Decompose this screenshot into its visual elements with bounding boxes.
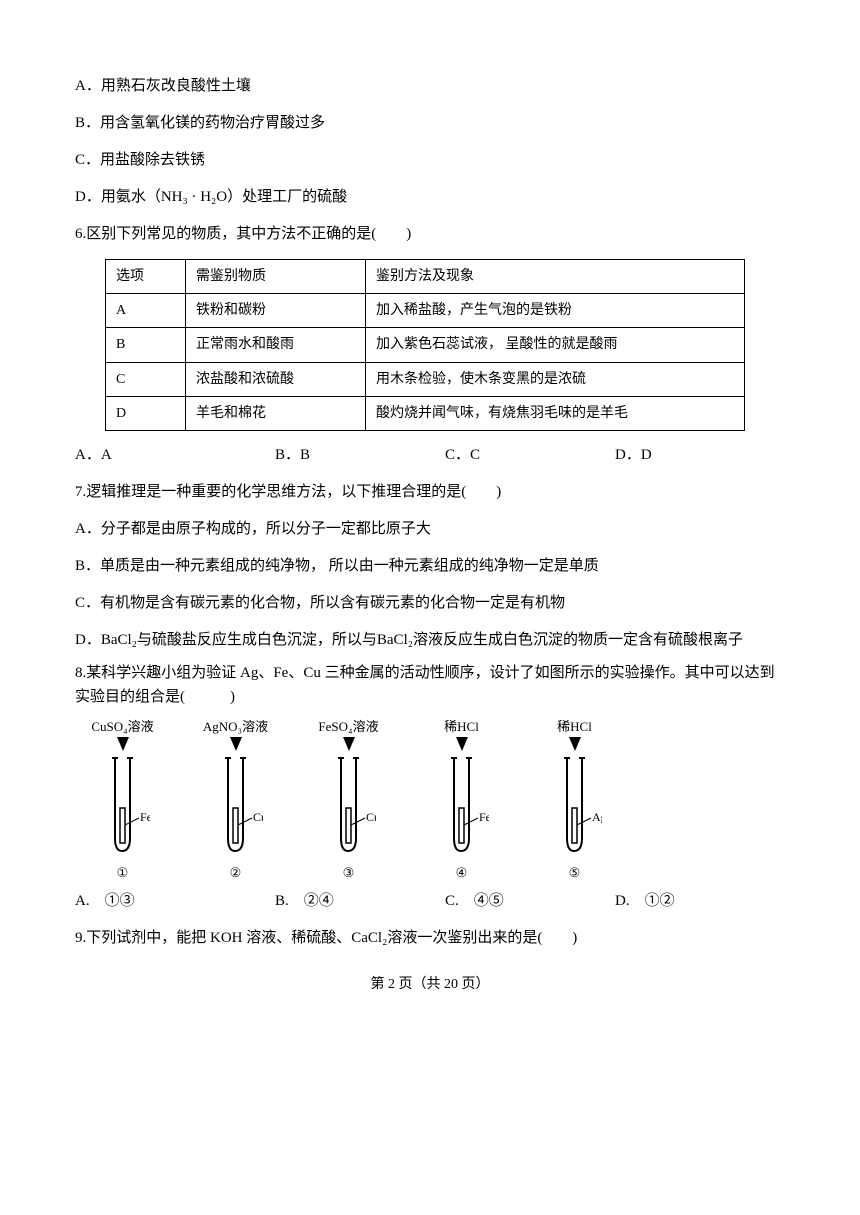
cell: 加入紫色石蕊试液， 呈酸性的就是酸雨 xyxy=(366,328,745,362)
q8-answer-c: C. ④⑤ xyxy=(445,885,615,918)
tube-3-reagent: FeSO₄溶液 xyxy=(318,719,378,735)
q8-prompt: 8.某科学兴趣小组为验证 Ag、Fe、Cu 三种金属的活动性顺序，设计了如图所示… xyxy=(75,661,785,709)
cell: 正常雨水和酸雨 xyxy=(186,328,366,362)
tube-1-number: ① xyxy=(117,865,129,881)
q6-table: 选项 需鉴别物质 鉴别方法及现象 A 铁粉和碳粉 加入稀盐酸，产生气泡的是铁粉 … xyxy=(105,259,745,431)
svg-text:Cu: Cu xyxy=(366,810,376,824)
q6-answer-a: A．A xyxy=(75,439,275,472)
q8-diagram: CuSO₄溶液 Fe ① AgNO₃溶液 Cu ② FeSO₄溶液 xyxy=(75,719,785,880)
arrow-down-icon xyxy=(230,737,242,751)
q7-option-c: C．有机物是含有碳元素的化合物，所以含有碳元素的化合物一定是有机物 xyxy=(75,587,785,620)
th-option: 选项 xyxy=(106,260,186,294)
q5-option-a: A．用熟石灰改良酸性土壤 xyxy=(75,70,785,103)
q7-option-a: A．分子都是由原子构成的，所以分子一定都比原子大 xyxy=(75,513,785,546)
arrow-down-icon xyxy=(456,737,468,751)
tube-1-reagent: CuSO₄溶液 xyxy=(91,719,153,735)
tube-4-number: ④ xyxy=(456,865,468,881)
tube-5: 稀HCl Ag ⑤ xyxy=(527,719,622,880)
tube-1: CuSO₄溶液 Fe ① xyxy=(75,719,170,880)
q7-option-d: D．BaCl₂与硫酸盐反应生成白色沉淀，所以与BaCl₂溶液反应生成白色沉淀的物… xyxy=(75,624,785,657)
tube-3: FeSO₄溶液 Cu ③ xyxy=(301,719,396,880)
test-tube-icon: Ag xyxy=(547,753,602,863)
test-tube-icon: Fe xyxy=(434,753,489,863)
q8-answer-a: A. ①③ xyxy=(75,885,275,918)
q6-answers: A．A B．B C．C D．D xyxy=(75,439,785,472)
cell: 铁粉和碳粉 xyxy=(186,294,366,328)
cell: C xyxy=(106,362,186,396)
cell: 加入稀盐酸，产生气泡的是铁粉 xyxy=(366,294,745,328)
q7-prompt: 7.逻辑推理是一种重要的化学思维方法，以下推理合理的是( ) xyxy=(75,476,785,509)
tube-5-number: ⑤ xyxy=(569,865,581,881)
q5-option-b: B．用含氢氧化镁的药物治疗胃酸过多 xyxy=(75,107,785,140)
test-tube-icon: Fe xyxy=(95,753,150,863)
cell: 用木条检验，使木条变黑的是浓硫 xyxy=(366,362,745,396)
cell: 羊毛和棉花 xyxy=(186,396,366,430)
tube-5-reagent: 稀HCl xyxy=(557,719,592,735)
tube-4-reagent: 稀HCl xyxy=(444,719,479,735)
arrow-down-icon xyxy=(569,737,581,751)
arrow-down-icon xyxy=(117,737,129,751)
th-substance: 需鉴别物质 xyxy=(186,260,366,294)
q8-answers: A. ①③ B. ②④ C. ④⑤ D. ①② xyxy=(75,885,785,918)
tube-2: AgNO₃溶液 Cu ② xyxy=(188,719,283,880)
cell: D xyxy=(106,396,186,430)
svg-text:Fe: Fe xyxy=(479,810,489,824)
arrow-down-icon xyxy=(343,737,355,751)
svg-text:Fe: Fe xyxy=(140,810,150,824)
table-row: B 正常雨水和酸雨 加入紫色石蕊试液， 呈酸性的就是酸雨 xyxy=(106,328,745,362)
table-row: C 浓盐酸和浓硫酸 用木条检验，使木条变黑的是浓硫 xyxy=(106,362,745,396)
q6-answer-c: C．C xyxy=(445,439,615,472)
q5-option-d: D．用氨水（NH₃ · H₂O）处理工厂的硫酸 xyxy=(75,181,785,214)
table-row: A 铁粉和碳粉 加入稀盐酸，产生气泡的是铁粉 xyxy=(106,294,745,328)
tube-3-number: ③ xyxy=(343,865,355,881)
cell: B xyxy=(106,328,186,362)
th-method: 鉴别方法及现象 xyxy=(366,260,745,294)
q6-prompt: 6.区别下列常见的物质，其中方法不正确的是( ) xyxy=(75,218,785,251)
tube-4: 稀HCl Fe ④ xyxy=(414,719,509,880)
q9-prompt: 9.下列试剂中，能把 KOH 溶液、稀硫酸、CaCl₂溶液一次鉴别出来的是( ) xyxy=(75,922,785,955)
tube-2-number: ② xyxy=(230,865,242,881)
svg-text:Cu: Cu xyxy=(253,810,263,824)
table-header-row: 选项 需鉴别物质 鉴别方法及现象 xyxy=(106,260,745,294)
page-footer: 第 2 页（共 20 页） xyxy=(75,970,785,1001)
q8-answer-b: B. ②④ xyxy=(275,885,445,918)
q6-answer-d: D．D xyxy=(615,439,785,472)
svg-text:Ag: Ag xyxy=(592,810,602,824)
test-tube-icon: Cu xyxy=(321,753,376,863)
q5-option-c: C．用盐酸除去铁锈 xyxy=(75,144,785,177)
cell: 浓盐酸和浓硫酸 xyxy=(186,362,366,396)
q8-answer-d: D. ①② xyxy=(615,885,785,918)
q7-option-b: B．单质是由一种元素组成的纯净物， 所以由一种元素组成的纯净物一定是单质 xyxy=(75,550,785,583)
test-tube-icon: Cu xyxy=(208,753,263,863)
q6-answer-b: B．B xyxy=(275,439,445,472)
cell: 酸灼烧并闻气味，有烧焦羽毛味的是羊毛 xyxy=(366,396,745,430)
tube-2-reagent: AgNO₃溶液 xyxy=(203,719,268,735)
cell: A xyxy=(106,294,186,328)
table-row: D 羊毛和棉花 酸灼烧并闻气味，有烧焦羽毛味的是羊毛 xyxy=(106,396,745,430)
